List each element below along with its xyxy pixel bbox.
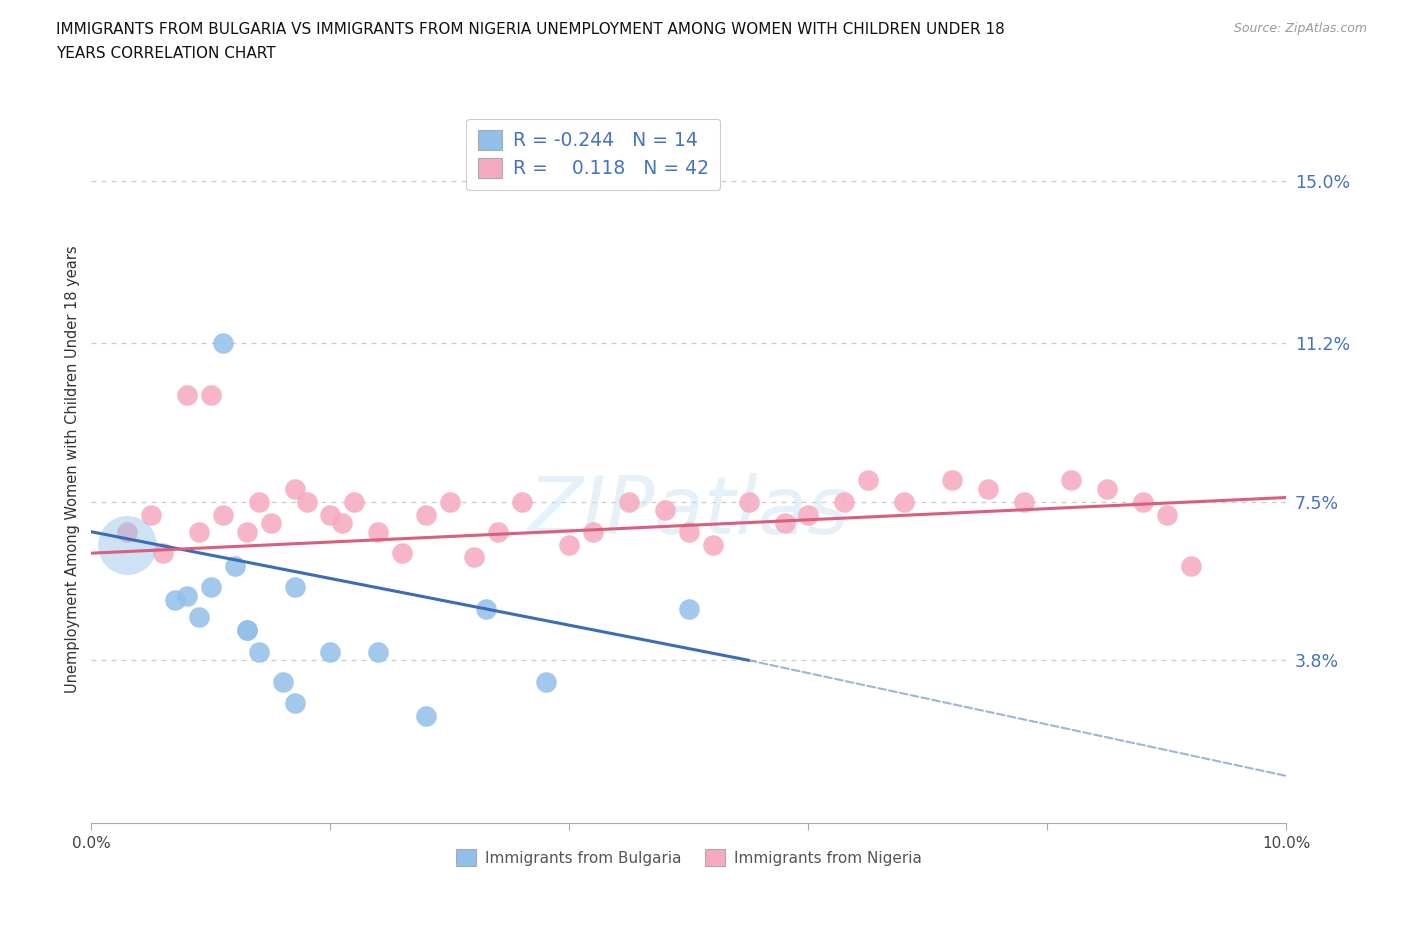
Point xyxy=(619,495,641,510)
Point xyxy=(332,516,354,531)
Point xyxy=(284,696,307,711)
Point xyxy=(486,525,509,539)
Legend: Immigrants from Bulgaria, Immigrants from Nigeria: Immigrants from Bulgaria, Immigrants fro… xyxy=(450,844,928,872)
Point xyxy=(1097,482,1119,497)
Point xyxy=(235,623,259,638)
Point xyxy=(115,525,138,539)
Point xyxy=(558,538,581,552)
Point xyxy=(475,602,498,617)
Point xyxy=(773,516,796,531)
Point xyxy=(893,495,915,510)
Point xyxy=(284,580,307,595)
Point xyxy=(115,538,138,552)
Point xyxy=(176,589,198,604)
Text: ZIPatlas: ZIPatlas xyxy=(527,473,851,551)
Point xyxy=(367,525,389,539)
Point xyxy=(415,709,437,724)
Text: Source: ZipAtlas.com: Source: ZipAtlas.com xyxy=(1233,22,1367,35)
Point xyxy=(200,387,222,402)
Point xyxy=(678,525,700,539)
Point xyxy=(200,580,222,595)
Point xyxy=(188,610,211,625)
Point xyxy=(941,473,963,488)
Point xyxy=(858,473,880,488)
Point xyxy=(797,507,820,522)
Text: IMMIGRANTS FROM BULGARIA VS IMMIGRANTS FROM NIGERIA UNEMPLOYMENT AMONG WOMEN WIT: IMMIGRANTS FROM BULGARIA VS IMMIGRANTS F… xyxy=(56,22,1005,37)
Point xyxy=(1060,473,1083,488)
Point xyxy=(1180,559,1202,574)
Point xyxy=(702,538,724,552)
Point xyxy=(654,503,676,518)
Text: YEARS CORRELATION CHART: YEARS CORRELATION CHART xyxy=(56,46,276,60)
Point xyxy=(343,495,366,510)
Point xyxy=(832,495,855,510)
Point xyxy=(439,495,461,510)
Point xyxy=(415,507,437,522)
Point xyxy=(259,516,281,531)
Point xyxy=(582,525,605,539)
Point xyxy=(271,674,294,689)
Point xyxy=(1012,495,1035,510)
Point xyxy=(391,546,413,561)
Point xyxy=(319,507,342,522)
Point xyxy=(247,644,270,659)
Point xyxy=(295,495,318,510)
Point xyxy=(1132,495,1154,510)
Point xyxy=(224,559,246,574)
Point xyxy=(319,644,342,659)
Point xyxy=(534,674,557,689)
Point xyxy=(235,623,259,638)
Point xyxy=(1156,507,1178,522)
Point xyxy=(176,387,198,402)
Point xyxy=(737,495,759,510)
Point xyxy=(152,546,174,561)
Point xyxy=(976,482,998,497)
Point xyxy=(247,495,270,510)
Point xyxy=(463,550,485,565)
Point xyxy=(188,525,211,539)
Point xyxy=(163,592,186,607)
Point xyxy=(141,507,163,522)
Point xyxy=(510,495,533,510)
Point xyxy=(211,507,233,522)
Point xyxy=(284,482,307,497)
Point xyxy=(367,644,389,659)
Point xyxy=(678,602,700,617)
Point xyxy=(211,336,233,351)
Y-axis label: Unemployment Among Women with Children Under 18 years: Unemployment Among Women with Children U… xyxy=(65,246,80,694)
Point xyxy=(235,525,259,539)
